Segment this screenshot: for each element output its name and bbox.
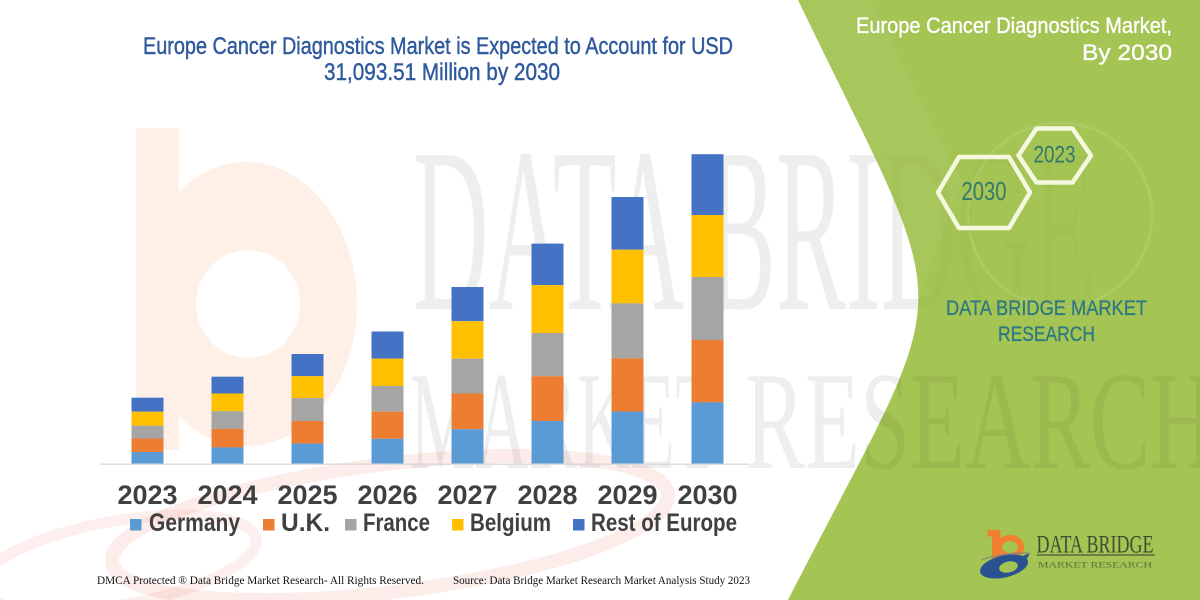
svg-text:2023: 2023 [117, 480, 177, 510]
svg-text:DATA BRIDGE: DATA BRIDGE [1037, 530, 1154, 559]
svg-text:RESEARCH: RESEARCH [998, 323, 1095, 346]
svg-text:2028: 2028 [517, 480, 577, 510]
svg-text:2030: 2030 [677, 480, 737, 510]
svg-text:2026: 2026 [357, 480, 417, 510]
svg-text:2025: 2025 [277, 480, 337, 510]
svg-text:Europe Cancer Diagnostics Mark: Europe Cancer Diagnostics Market is Expe… [143, 33, 733, 60]
svg-text:DATA BRIDGE MARKET: DATA BRIDGE MARKET [946, 297, 1147, 320]
svg-text:Belgium: Belgium [470, 509, 551, 537]
svg-text:2030: 2030 [962, 176, 1007, 206]
svg-text:2024: 2024 [197, 480, 257, 510]
svg-text:Source: Data Bridge Market Res: Source: Data Bridge Market Research Mark… [453, 573, 750, 587]
svg-text:2027: 2027 [437, 480, 497, 510]
svg-text:U.K.: U.K. [281, 509, 330, 537]
svg-text:Rest of Europe: Rest of Europe [591, 509, 737, 537]
svg-text:MARKET RESEARCH: MARKET RESEARCH [1038, 560, 1152, 570]
svg-text:DMCA Protected ® Data Bridge M: DMCA Protected ® Data Bridge Market Rese… [97, 573, 424, 587]
svg-text:Europe Cancer Diagnostics Mark: Europe Cancer Diagnostics Market, [856, 13, 1172, 38]
svg-text:2023: 2023 [1034, 142, 1076, 169]
svg-text:2029: 2029 [597, 480, 657, 510]
svg-text:France: France [363, 509, 430, 537]
svg-text:By 2030: By 2030 [1082, 40, 1172, 65]
svg-text:Germany: Germany [149, 509, 240, 537]
svg-text:31,093.51 Million by 2030: 31,093.51 Million by 2030 [324, 59, 560, 86]
